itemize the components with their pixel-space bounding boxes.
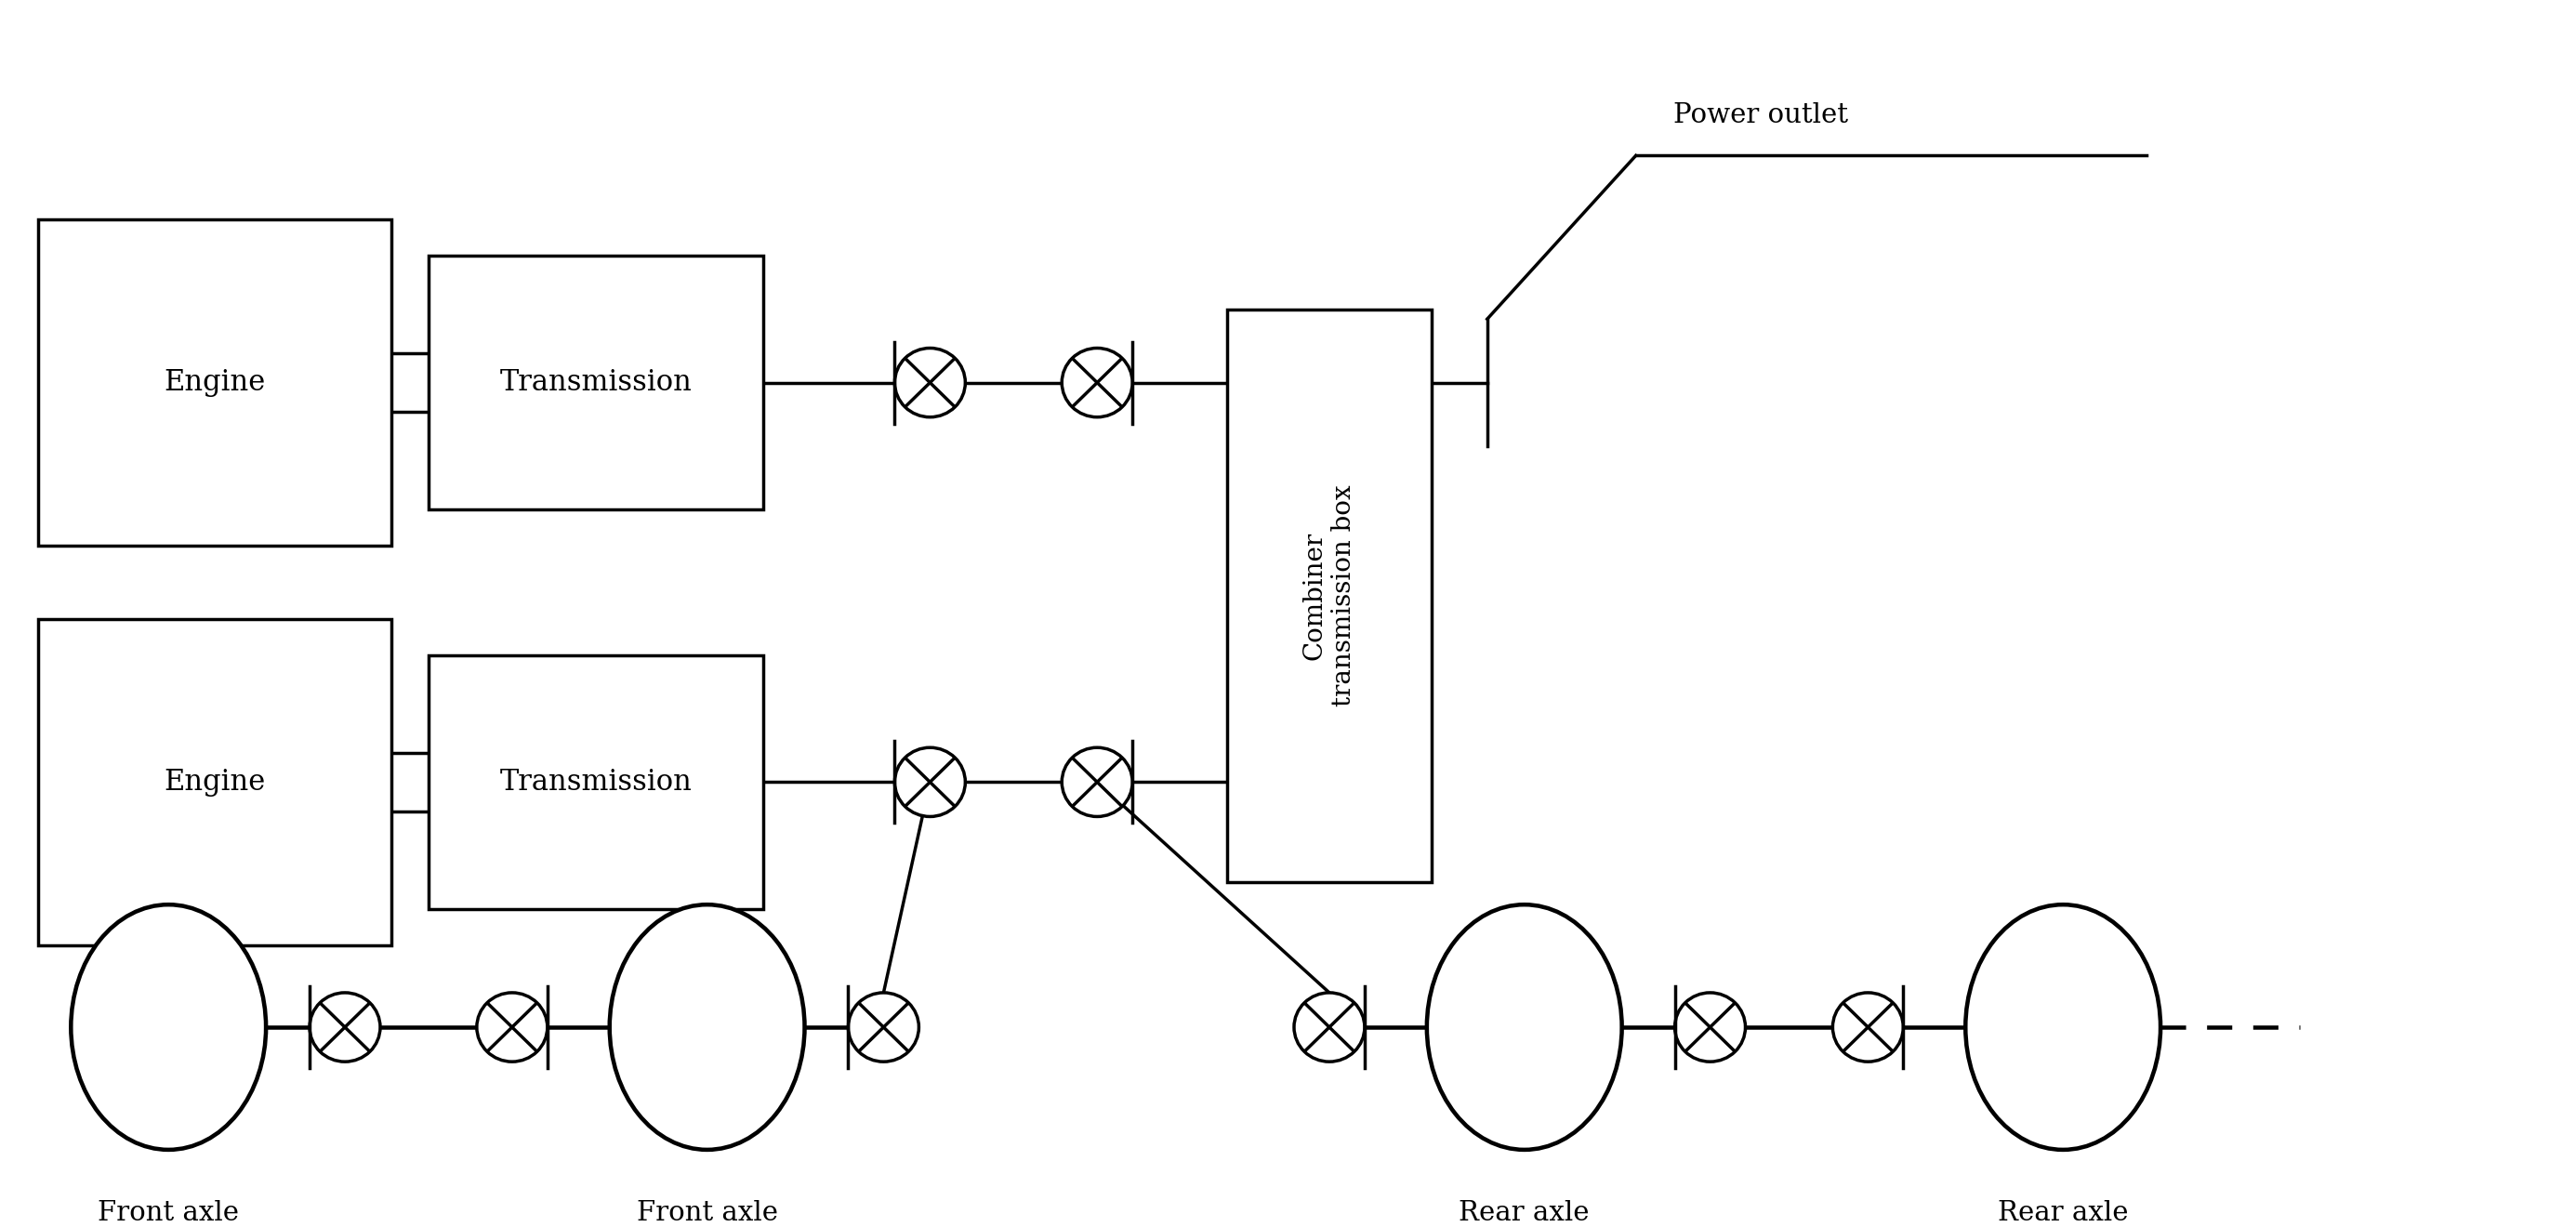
Circle shape — [1061, 348, 1133, 417]
Text: Engine: Engine — [165, 768, 265, 796]
Bar — [428, 255, 762, 509]
Circle shape — [894, 348, 966, 417]
Bar — [1226, 310, 1432, 882]
Circle shape — [1832, 993, 1904, 1061]
Circle shape — [1293, 993, 1365, 1061]
Ellipse shape — [1427, 904, 1623, 1150]
Text: Rear axle: Rear axle — [1458, 1200, 1589, 1226]
Text: Rear axle: Rear axle — [1999, 1200, 2128, 1226]
Bar — [39, 618, 392, 946]
Ellipse shape — [1965, 904, 2161, 1150]
Text: Transmission: Transmission — [500, 368, 693, 398]
Text: Transmission: Transmission — [500, 768, 693, 796]
Text: Front axle: Front axle — [636, 1200, 778, 1226]
Text: Front axle: Front axle — [98, 1200, 240, 1226]
Bar — [428, 655, 762, 909]
Ellipse shape — [72, 904, 265, 1150]
Circle shape — [477, 993, 546, 1061]
Bar — [39, 220, 392, 546]
Text: Power outlet: Power outlet — [1672, 102, 1847, 129]
Text: Engine: Engine — [165, 368, 265, 398]
Circle shape — [1674, 993, 1747, 1061]
Text: Combiner
transmission box: Combiner transmission box — [1303, 485, 1358, 707]
Circle shape — [894, 747, 966, 816]
Circle shape — [309, 993, 381, 1061]
Ellipse shape — [611, 904, 804, 1150]
Circle shape — [848, 993, 920, 1061]
Circle shape — [1061, 747, 1133, 816]
